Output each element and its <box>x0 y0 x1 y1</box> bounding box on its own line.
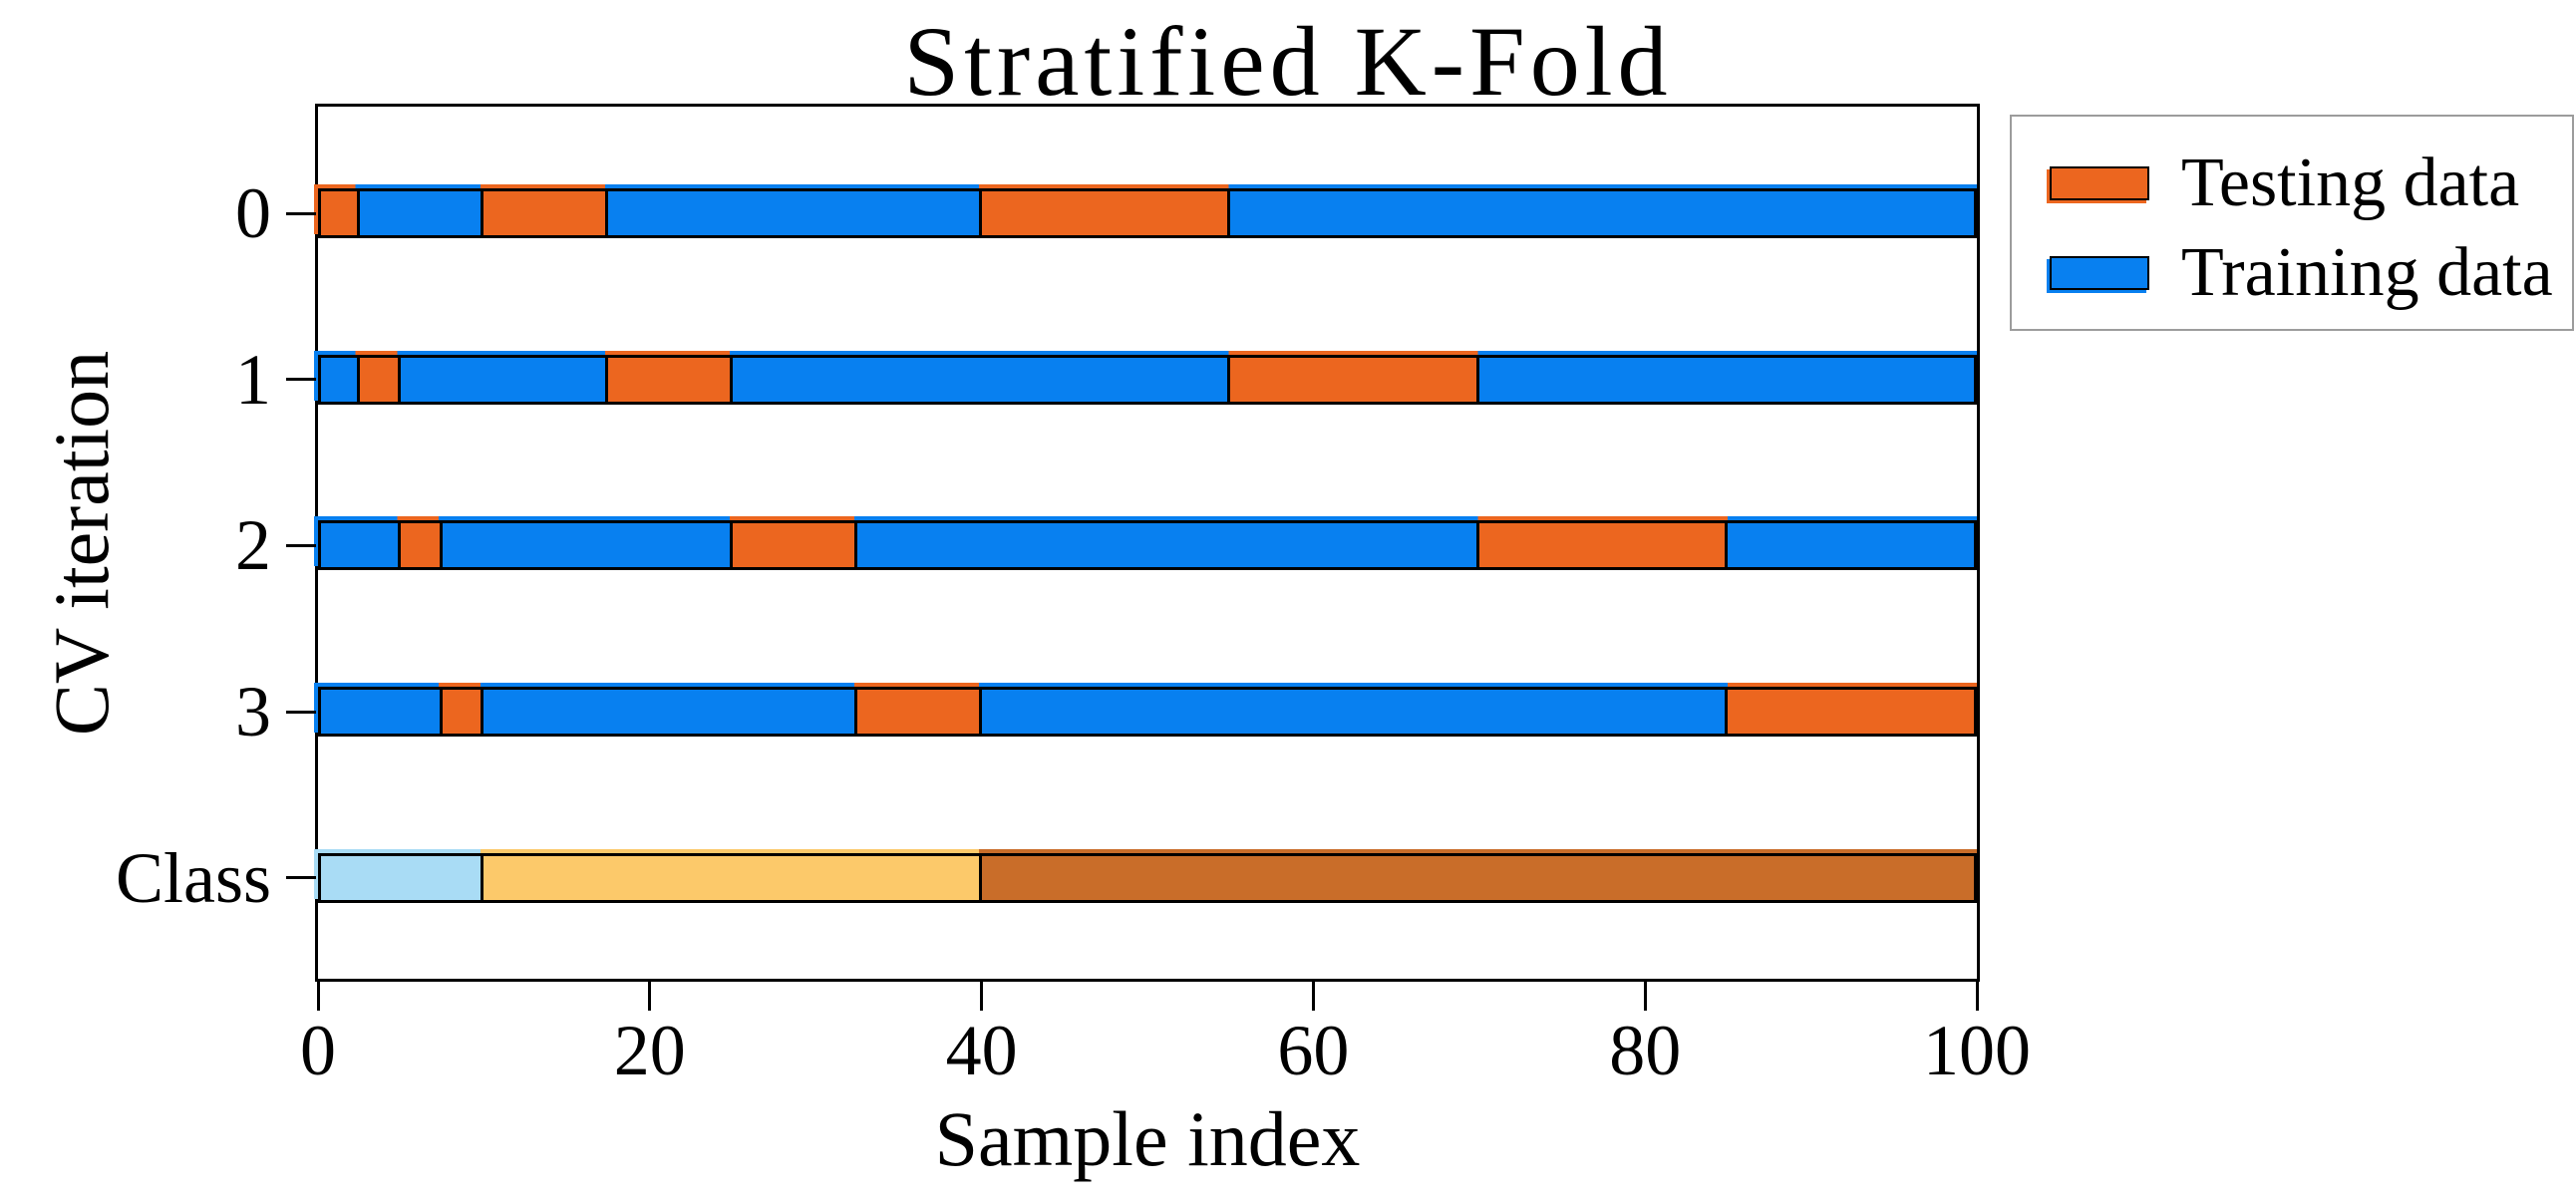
test-segment <box>1728 687 1977 737</box>
x-tick-label: 100 <box>1923 1011 2031 1090</box>
legend-entry-train: Training data <box>2050 228 2572 318</box>
y-tick-label: 0 <box>235 173 271 253</box>
row-segments <box>318 687 1977 737</box>
cv-row-class <box>314 848 1977 903</box>
row-segments <box>318 852 1977 903</box>
legend-entry-test: Testing data <box>2050 139 2572 228</box>
x-tick <box>1975 981 1979 1011</box>
class1-segment <box>483 852 982 903</box>
train-segment <box>1728 520 1977 571</box>
test-segment <box>1230 354 1479 405</box>
row-segments <box>318 354 1977 405</box>
test-segment <box>1478 520 1729 571</box>
test-segment <box>732 520 857 571</box>
x-tick-label: 0 <box>300 1011 336 1090</box>
test-segment <box>442 687 484 737</box>
train-segment <box>401 354 609 405</box>
y-tick <box>286 710 316 714</box>
x-axis-label: Sample index <box>934 1095 1361 1182</box>
train-segment <box>442 520 733 571</box>
test-segment <box>608 354 733 405</box>
chart-title: Stratified K-Fold <box>903 6 1673 117</box>
train-segment <box>318 354 360 405</box>
test-segment <box>359 354 402 405</box>
train-segment <box>318 687 443 737</box>
train-segment <box>318 520 402 571</box>
y-tick-label: 1 <box>235 339 271 420</box>
train-segment <box>1478 354 1977 405</box>
class2-segment <box>981 852 1977 903</box>
y-tick <box>286 876 316 880</box>
cv-row-3 <box>314 683 1977 737</box>
x-tick-label: 20 <box>613 1011 686 1090</box>
y-tick <box>286 211 316 215</box>
y-tick-label: 3 <box>235 672 271 751</box>
y-tick <box>286 543 316 547</box>
x-tick <box>980 981 984 1011</box>
train-segment <box>732 354 1231 405</box>
train-segment <box>981 687 1729 737</box>
y-tick <box>286 378 316 382</box>
train-swatch <box>2050 256 2149 290</box>
legend-label: Training data <box>2181 234 2553 311</box>
cv-row-1 <box>314 350 1977 405</box>
x-tick-label: 40 <box>945 1011 1018 1090</box>
legend-label: Testing data <box>2181 145 2520 221</box>
y-tick-label: 2 <box>235 505 271 586</box>
test-segment <box>318 188 360 238</box>
plot-area <box>314 104 1980 982</box>
class0-segment <box>318 852 484 903</box>
x-tick <box>316 981 320 1011</box>
train-segment <box>856 520 1479 571</box>
test-swatch <box>2050 166 2149 200</box>
cv-row-0 <box>314 184 1977 238</box>
x-tick-label: 60 <box>1277 1011 1350 1090</box>
row-segments <box>318 188 1977 238</box>
x-tick <box>1311 981 1315 1011</box>
train-segment <box>608 188 982 238</box>
train-segment <box>1230 188 1977 238</box>
y-tick-label: Class <box>115 837 271 918</box>
train-segment <box>359 188 484 238</box>
x-tick <box>1643 981 1647 1011</box>
test-segment <box>401 520 443 571</box>
x-tick <box>648 981 652 1011</box>
row-segments <box>318 520 1977 571</box>
legend: Testing data Training data <box>2010 115 2574 331</box>
test-segment <box>483 188 609 238</box>
train-segment <box>483 687 857 737</box>
x-tick-label: 80 <box>1609 1011 1682 1090</box>
test-segment <box>981 188 1231 238</box>
cv-row-2 <box>314 516 1977 571</box>
test-segment <box>856 687 982 737</box>
